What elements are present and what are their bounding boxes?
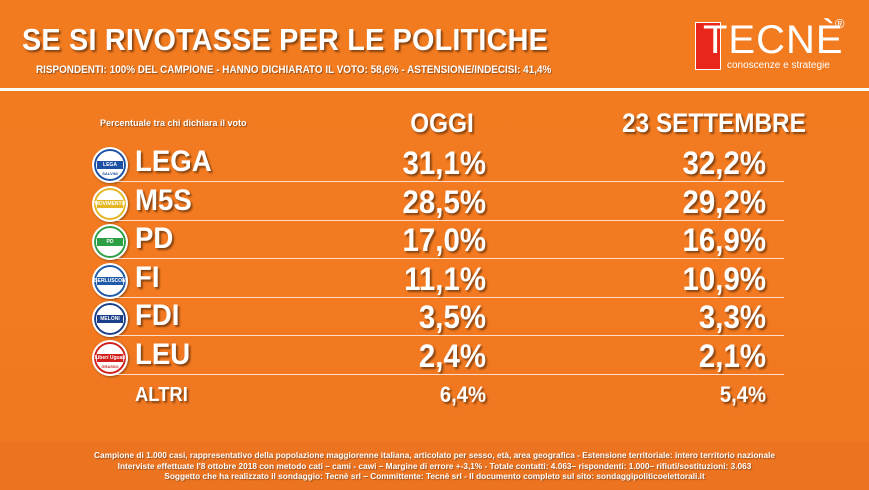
- fi-logo-icon: BERLUSCONI: [92, 262, 128, 299]
- row-separator: [112, 335, 784, 336]
- party-name: LEGA: [135, 145, 212, 178]
- value-today: 17,0%: [402, 222, 486, 258]
- footer-notes: Campione di 1.000 casi, rappresentativo …: [0, 450, 869, 482]
- party-name: M5S: [135, 183, 192, 217]
- table-row-altri: ALTRI 6,4% 5,4%: [0, 374, 869, 412]
- table-row-lega: LEGA SALVINI LEGA 31,1% 32,2%: [0, 143, 869, 183]
- header-divider: [0, 88, 869, 91]
- footer-band: [0, 442, 869, 490]
- table-row-fdi: MELONI FDI 3,5% 3,3%: [0, 297, 869, 337]
- value-previous: 3,3%: [698, 299, 766, 335]
- fdi-logo-icon: MELONI: [92, 301, 128, 337]
- value-previous: 32,2%: [682, 145, 766, 181]
- footer-line: Campione di 1.000 casi, rappresentativo …: [93, 450, 775, 460]
- value-previous: 16,9%: [682, 222, 766, 258]
- table-row-leu: Liberi Uguali GRASSO LEU 2,4% 2,1%: [0, 336, 869, 376]
- lega-logo-icon: LEGA SALVINI: [92, 147, 128, 183]
- value-today: 11,1%: [404, 260, 486, 297]
- party-name: PD: [135, 222, 174, 255]
- m5s-logo-icon: MOVIMENTO: [92, 185, 128, 222]
- page-subtitle: RISPONDENTI: 100% DEL CAMPIONE - HANNO D…: [36, 64, 552, 76]
- column-header-previous: 23 SETTEMBRE: [622, 108, 806, 138]
- value-previous: 2,1%: [698, 337, 766, 374]
- column-header-today: OGGI: [410, 108, 474, 138]
- value-previous: 10,9%: [682, 260, 766, 297]
- logo-lettering: MELONI: [100, 316, 120, 322]
- value-today: 6,4%: [439, 382, 486, 407]
- value-today: 2,4%: [418, 337, 486, 374]
- table-row-m5s: MOVIMENTO M5S 28,5% 29,2%: [0, 182, 869, 222]
- logo-tagline: conoscenze e strategie: [727, 60, 830, 71]
- value-previous: 5,4%: [719, 382, 766, 407]
- logo-registered-mark: ®: [835, 16, 845, 31]
- party-name: ALTRI: [135, 384, 188, 406]
- row-separator: [112, 258, 784, 259]
- value-previous: 29,2%: [682, 183, 766, 220]
- party-name: LEU: [135, 337, 191, 371]
- logo-name: TECNÈ: [703, 18, 844, 62]
- footer-line: Interviste effettuate l'8 ottobre 2018 c…: [117, 460, 752, 471]
- value-today: 31,1%: [402, 145, 486, 181]
- row-separator: [112, 181, 784, 182]
- footer-line: Soggetto che ha realizzato il sondaggio:…: [164, 471, 705, 481]
- value-today: 28,5%: [402, 183, 486, 220]
- column-note: Percentuale tra chi dichiara il voto: [100, 118, 247, 128]
- value-today: 3,5%: [418, 299, 486, 335]
- page-title: SE SI RIVOTASSE PER LE POLITICHE: [22, 22, 549, 57]
- logo-red-box: [695, 22, 721, 70]
- party-name: FI: [135, 260, 160, 294]
- logo-sub-lettering: GRASSO: [101, 363, 119, 369]
- table-row-pd: PD PD 17,0% 16,9%: [0, 220, 869, 260]
- leu-logo-icon: Liberi Uguali GRASSO: [92, 339, 128, 376]
- row-separator: [112, 219, 784, 221]
- logo-lettering: MOVIMENTO: [94, 200, 126, 207]
- logo-lettering: BERLUSCONI: [94, 277, 126, 284]
- table-row-fi: BERLUSCONI FI 11,1% 10,9%: [0, 259, 869, 299]
- tecne-logo: TECNÈ ® conoscenze e strategie: [695, 16, 850, 74]
- logo-lettering: LEGA: [103, 162, 117, 168]
- row-separator: [112, 296, 784, 298]
- pd-logo-icon: PD: [92, 224, 128, 260]
- row-separator: [112, 373, 784, 375]
- logo-lettering: Liberi Uguali: [94, 354, 126, 361]
- logo-lettering: PD: [106, 239, 114, 245]
- logo-sub-lettering: SALVINI: [102, 171, 118, 176]
- party-name: FDI: [135, 299, 180, 332]
